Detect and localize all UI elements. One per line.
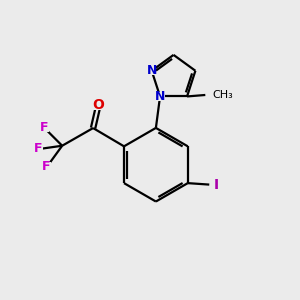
Text: F: F: [42, 160, 50, 173]
Text: N: N: [155, 90, 165, 103]
FancyBboxPatch shape: [39, 122, 49, 133]
FancyBboxPatch shape: [41, 162, 51, 172]
Text: F: F: [40, 121, 48, 134]
Text: O: O: [92, 98, 104, 112]
FancyBboxPatch shape: [212, 180, 220, 189]
Text: CH₃: CH₃: [213, 90, 233, 100]
FancyBboxPatch shape: [93, 100, 104, 110]
Text: F: F: [34, 142, 42, 155]
FancyBboxPatch shape: [33, 144, 43, 154]
Text: I: I: [214, 178, 219, 192]
FancyBboxPatch shape: [147, 66, 156, 76]
FancyBboxPatch shape: [155, 92, 165, 101]
Text: N: N: [146, 64, 157, 77]
